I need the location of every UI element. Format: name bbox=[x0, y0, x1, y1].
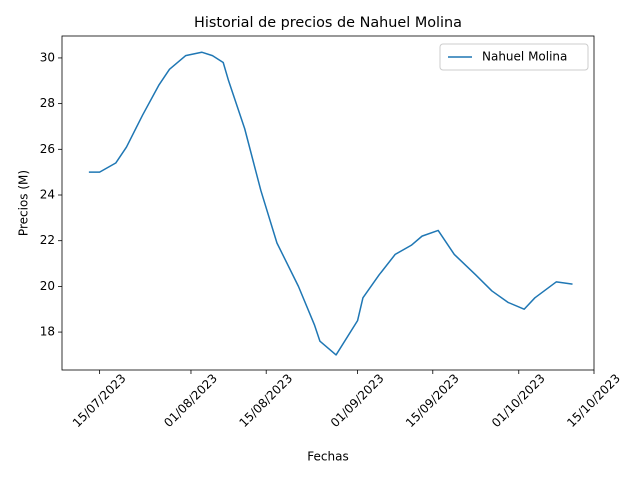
y-axis-label: Precios (M) bbox=[17, 170, 31, 236]
chart-title: Historial de precios de Nahuel Molina bbox=[194, 15, 462, 31]
legend-box bbox=[439, 43, 589, 71]
y-tick-label: 24 bbox=[40, 188, 55, 202]
y-tick-label: 30 bbox=[40, 50, 55, 64]
y-tick-label: 18 bbox=[40, 325, 55, 339]
y-tick-label: 26 bbox=[40, 142, 55, 156]
x-axis-label: Fechas bbox=[307, 450, 348, 464]
axes-frame bbox=[61, 35, 595, 371]
legend-label: Nahuel Molina bbox=[482, 50, 567, 64]
y-tick-label: 20 bbox=[40, 279, 55, 293]
y-tick-label: 28 bbox=[40, 96, 55, 110]
data-line bbox=[88, 51, 573, 356]
y-tick-label: 22 bbox=[40, 233, 55, 247]
